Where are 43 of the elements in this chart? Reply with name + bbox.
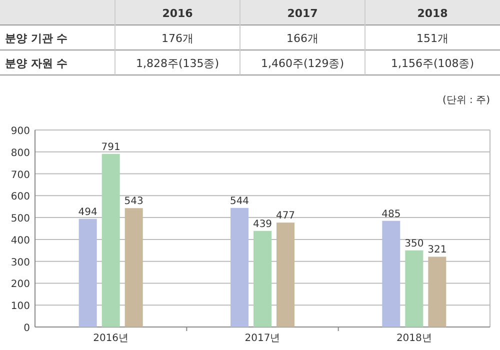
text: 분양 기관 수 (5, 32, 68, 45)
y-tick-label: 0 (24, 323, 30, 334)
data-label: 321 (428, 244, 447, 256)
y-tick-label: 600 (10, 192, 30, 203)
y-tick-label: 400 (10, 235, 30, 246)
data-label: 350 (404, 238, 424, 250)
text: 1,460주(129종) (260, 57, 344, 70)
y-tick-label: 500 (10, 214, 30, 225)
bar (230, 208, 248, 327)
data-label: 791 (101, 142, 120, 153)
text: 1,828주(135종) (136, 57, 220, 70)
bar (276, 222, 294, 327)
text: 분양 자원 수 (5, 57, 68, 70)
text: 1,156주(108종) (390, 57, 474, 70)
text: 176개 (162, 32, 194, 45)
text: 2017 (287, 7, 318, 20)
data-label: 543 (124, 196, 144, 208)
text: 2016 (162, 7, 194, 20)
bar (78, 218, 97, 327)
text: 151개 (416, 32, 448, 45)
data-label: 494 (78, 206, 98, 218)
bar (428, 256, 446, 327)
y-tick-label: 300 (10, 257, 30, 268)
data-label: 439 (252, 218, 272, 230)
x-tick-label: 2016년 (93, 333, 129, 344)
text: (단위 : 주) (442, 95, 490, 106)
text: 166개 (286, 32, 318, 45)
bar (405, 250, 424, 327)
data-label: 485 (382, 208, 401, 220)
bar (382, 220, 400, 327)
data-label: 544 (230, 196, 250, 207)
y-tick-label: 700 (10, 170, 30, 181)
y-tick-label: 800 (10, 148, 30, 159)
y-tick-label: 100 (10, 301, 30, 312)
text: 2018 (417, 7, 448, 20)
y-tick-label: 200 (10, 279, 30, 290)
bar (254, 230, 272, 327)
y-tick-label: 900 (10, 126, 30, 137)
x-tick-label: 2018년 (396, 333, 432, 344)
bar (124, 208, 143, 327)
data-label: 477 (276, 210, 296, 222)
x-tick-label: 2017년 (244, 333, 280, 344)
bar (102, 154, 120, 327)
